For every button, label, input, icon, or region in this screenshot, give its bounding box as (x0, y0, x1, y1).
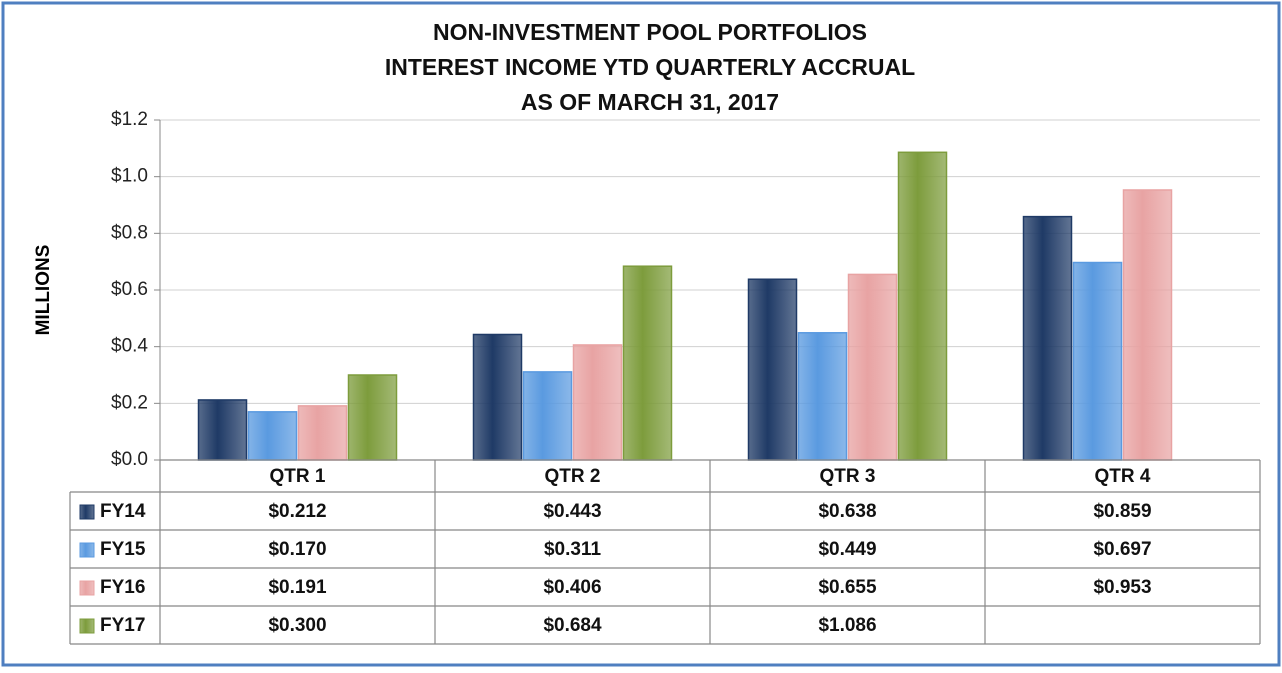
table-value: $0.697 (1093, 539, 1151, 560)
legend-swatch (79, 618, 95, 634)
table-value: $0.212 (268, 501, 326, 522)
x-tick-label: QTR 3 (820, 466, 876, 487)
chart-title: INTEREST INCOME YTD QUARTERLY ACCRUAL (385, 54, 915, 80)
y-axis-label: MILLIONS (33, 245, 54, 336)
bar (347, 374, 398, 461)
x-tick-label: QTR 4 (1095, 466, 1151, 487)
bar (1122, 189, 1173, 461)
bar (1022, 215, 1073, 461)
chart-title: AS OF MARCH 31, 2017 (521, 89, 779, 115)
legend-swatch (79, 504, 95, 520)
table-value: $0.300 (268, 615, 326, 636)
table-value: $0.449 (818, 539, 876, 560)
table-value: $0.953 (1093, 577, 1151, 598)
y-tick-label: $0.0 (111, 449, 148, 470)
table-value: $0.311 (544, 539, 601, 560)
bar (572, 344, 623, 461)
table-value: $0.859 (1093, 501, 1151, 522)
bar (1072, 261, 1123, 461)
table-value: $0.406 (543, 577, 601, 598)
x-tick-label: QTR 1 (270, 466, 326, 487)
y-tick-label: $0.2 (111, 392, 148, 413)
legend-label: FY17 (100, 615, 145, 636)
table-value: $1.086 (818, 615, 876, 636)
y-tick-label: $1.2 (111, 109, 148, 130)
legend-label: FY15 (100, 539, 146, 560)
y-tick-label: $1.0 (111, 166, 148, 187)
bar (622, 265, 673, 461)
table-value: $0.684 (543, 615, 602, 636)
y-tick-label: $0.4 (111, 336, 148, 357)
table-value: $0.638 (818, 501, 876, 522)
legend-swatch (79, 580, 95, 596)
bar (797, 332, 848, 461)
legend-label: FY14 (100, 501, 146, 522)
bar (747, 278, 798, 461)
chart-title: NON-INVESTMENT POOL PORTFOLIOS (433, 19, 867, 45)
bar (197, 399, 248, 461)
bar (522, 371, 573, 461)
table-value: $0.170 (268, 539, 326, 560)
y-tick-label: $0.6 (111, 279, 148, 300)
legend-label: FY16 (100, 577, 145, 598)
table-value: $0.191 (268, 577, 327, 598)
table-value: $0.655 (818, 577, 877, 598)
table-value: $0.443 (543, 501, 601, 522)
bar (847, 273, 898, 461)
legend-swatch (79, 542, 95, 558)
bar (472, 333, 523, 461)
bar (247, 411, 298, 461)
y-tick-label: $0.8 (111, 222, 148, 243)
x-tick-label: QTR 2 (545, 466, 601, 487)
bar (297, 405, 348, 461)
bar (897, 151, 948, 461)
